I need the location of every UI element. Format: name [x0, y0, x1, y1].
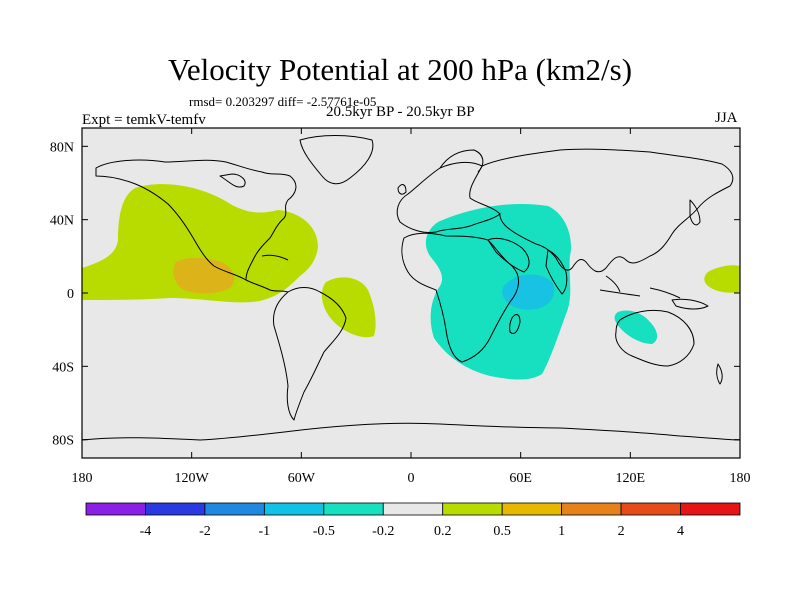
legend-label: 0.2 — [434, 524, 452, 539]
season-label: JJA — [715, 110, 738, 126]
legend-swatch — [501, 502, 563, 516]
coastlines — [82, 135, 740, 441]
lon-label: 120W — [175, 471, 210, 486]
coast-new-zealand — [716, 363, 723, 385]
negative-region-africa-indian-ocean — [425, 203, 572, 380]
positive-region-eastern-pacific — [82, 184, 318, 303]
lat-label: 80S — [52, 434, 74, 449]
coast-india — [545, 249, 568, 295]
lon-label: 180 — [730, 471, 751, 486]
legend-swatch — [204, 502, 265, 516]
shaded-fields — [82, 184, 740, 380]
lat-label: 40N — [50, 214, 74, 229]
negative-region-core — [502, 274, 555, 310]
coast-central-america — [245, 279, 289, 293]
period-label: 20.5kyr BP - 20.5kyr BP — [326, 104, 475, 120]
negative-region-australia — [614, 310, 658, 344]
coast-africa — [401, 232, 519, 363]
experiment-label: Expt = temkV-temfv — [82, 112, 206, 128]
coast-uk — [397, 184, 407, 195]
coast-europe — [396, 161, 501, 233]
coast-madagascar — [509, 314, 521, 335]
legend-label: 1 — [558, 524, 565, 539]
legend-swatch — [382, 502, 444, 516]
axis-tick-labels: 180 120W 60W 0 60E 120E 180 80N 40N 0 40S 80S — [50, 140, 751, 486]
stats-line: rmsd= 0.203297 diff= -2.57761e-05 — [189, 94, 377, 109]
coast-cuba — [261, 254, 289, 261]
coast-arabia — [487, 237, 530, 273]
legend-label: 0.5 — [493, 524, 511, 539]
lat-label: 80N — [50, 140, 74, 155]
legend-swatch — [85, 502, 146, 516]
coast-north-america — [95, 159, 297, 281]
legend-label: -1 — [259, 524, 271, 539]
coast-south-america — [273, 287, 347, 421]
lon-label: 180 — [72, 471, 93, 486]
coast-scandinavia — [439, 149, 484, 173]
legend-swatch — [263, 502, 325, 516]
lon-label: 120E — [616, 471, 646, 486]
legend-label: -0.5 — [313, 524, 335, 539]
legend-label: -2 — [199, 524, 211, 539]
lat-label: 40S — [52, 360, 74, 375]
legend-swatch — [323, 502, 384, 516]
legend-swatch — [620, 502, 681, 516]
lon-label: 60E — [509, 471, 532, 486]
coast-hudson-bay — [219, 173, 246, 188]
chart-title: Velocity Potential at 200 hPa (km2/s) — [167, 52, 633, 87]
lat-label: 0 — [67, 287, 74, 302]
color-legend: -4 -2 -1 -0.5 -0.2 0.2 0.5 1 2 4 — [85, 502, 741, 539]
coast-australia — [615, 309, 695, 367]
positive-region-west-pacific — [704, 265, 740, 293]
positive-region-core — [173, 257, 235, 294]
lon-label: 60W — [288, 471, 316, 486]
coast-new-guinea — [671, 298, 709, 310]
lon-label: 0 — [408, 471, 415, 486]
legend-swatch — [680, 502, 741, 516]
legend-label: 2 — [618, 524, 625, 539]
legend-swatch — [145, 502, 206, 516]
legend-label: -0.2 — [372, 524, 394, 539]
coast-indonesia — [599, 275, 681, 299]
coast-antarctica — [82, 422, 740, 441]
coast-japan — [689, 199, 701, 226]
positive-region-south-atlantic — [321, 277, 376, 338]
axis-ticks — [81, 128, 741, 458]
legend-swatch — [561, 502, 622, 516]
legend-label: 4 — [677, 524, 684, 539]
coast-greenland — [299, 135, 374, 185]
legend-label: -4 — [140, 524, 152, 539]
legend-swatch — [442, 502, 503, 516]
